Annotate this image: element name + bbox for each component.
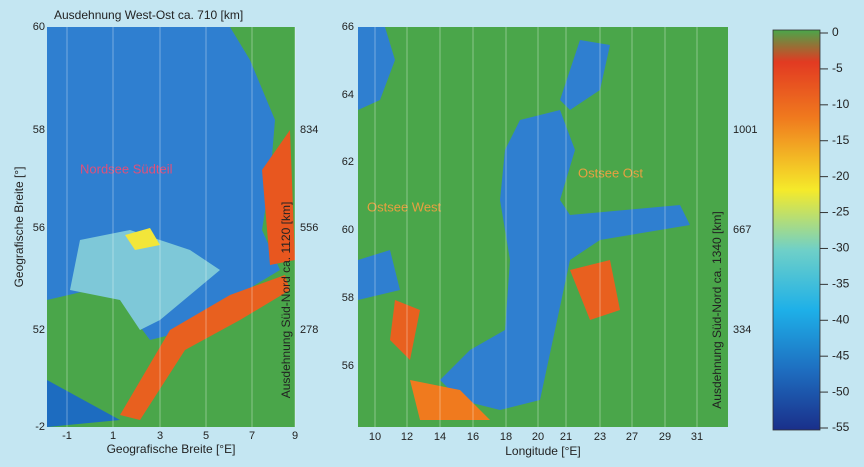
- colorbar-tick-label: -20: [832, 169, 850, 183]
- colorbar-tick-label: -50: [832, 384, 850, 398]
- x-tick-label: 18: [500, 431, 512, 443]
- colorbar-tick-label: -35: [832, 277, 850, 291]
- north-sea-map: [47, 27, 295, 427]
- x-tick-label: 3: [157, 430, 163, 442]
- colorbar: [773, 30, 820, 430]
- x-tick-label: -1: [62, 430, 72, 442]
- x-tick-label: 31: [691, 431, 703, 443]
- y-tick-label: 64: [342, 89, 354, 101]
- baltic-sea-map: [358, 27, 728, 427]
- x-tick-label: 1: [110, 430, 116, 442]
- km-tick-label: 278: [300, 324, 318, 336]
- x-tick-label: 9: [292, 430, 298, 442]
- x-axis-label: Geografische Breite [°E]: [107, 442, 236, 456]
- y-tick-label: 60: [342, 224, 354, 236]
- km-tick-label: 334: [733, 324, 751, 336]
- annotation: Ostsee Ost: [578, 165, 643, 180]
- km-tick-label: 1001: [733, 124, 757, 136]
- km-axis-label: Ausdehnung Süd-Nord ca. 1120 [km]: [279, 202, 293, 399]
- x-axis-label: Longitude [°E]: [505, 444, 581, 458]
- colorbar-tick-label: -40: [832, 312, 850, 326]
- y-tick-label: 56: [33, 222, 45, 234]
- map-title: Ausdehnung West-Ost ca. 710 [km]: [54, 8, 243, 22]
- x-tick-label: 7: [249, 430, 255, 442]
- x-tick-label: 27: [626, 431, 638, 443]
- x-tick-label: 20: [532, 431, 544, 443]
- figure: Ausdehnung West-Ost ca. 710 [km] Nordsee…: [0, 0, 864, 467]
- x-tick-label: 16: [467, 431, 479, 443]
- km-tick-label: 667: [733, 224, 751, 236]
- x-tick-label: 21: [560, 431, 572, 443]
- y-tick-label: 52: [33, 324, 45, 336]
- y-axis-label: Geografische Breite [°]: [12, 167, 26, 288]
- y-tick-label: 58: [342, 292, 354, 304]
- x-tick-label: 5: [203, 430, 209, 442]
- y-tick-label: 60: [33, 21, 45, 33]
- y-tick-label: 56: [342, 360, 354, 372]
- colorbar-tick-label: -45: [832, 348, 850, 362]
- x-tick-label: 12: [401, 431, 413, 443]
- colorbar-tick-label: -55: [832, 420, 850, 434]
- colorbar-tick-label: -25: [832, 205, 850, 219]
- annotation: Nordsee Südteil: [80, 161, 173, 176]
- km-tick-label: 834: [300, 124, 318, 136]
- x-tick-label: 23: [594, 431, 606, 443]
- y-tick-label: 62: [342, 156, 354, 168]
- annotation: Ostsee West: [367, 199, 442, 214]
- colorbar-tick-label: -30: [832, 241, 850, 255]
- x-tick-label: 29: [659, 431, 671, 443]
- km-tick-label: 556: [300, 222, 318, 234]
- colorbar-tick-label: 0: [832, 25, 839, 39]
- km-axis-label: Ausdehnung Süd-Nord ca. 1340 [km]: [710, 211, 724, 408]
- x-tick-label: 10: [369, 431, 381, 443]
- colorbar-tick-label: -15: [832, 133, 850, 147]
- y-tick-label: 66: [342, 21, 354, 33]
- y-tick-label: 58: [33, 124, 45, 136]
- colorbar-tick-label: -10: [832, 97, 850, 111]
- y-tick-label: -2: [35, 421, 45, 433]
- colorbar-tick-label: -5: [832, 61, 843, 75]
- x-tick-label: 14: [434, 431, 446, 443]
